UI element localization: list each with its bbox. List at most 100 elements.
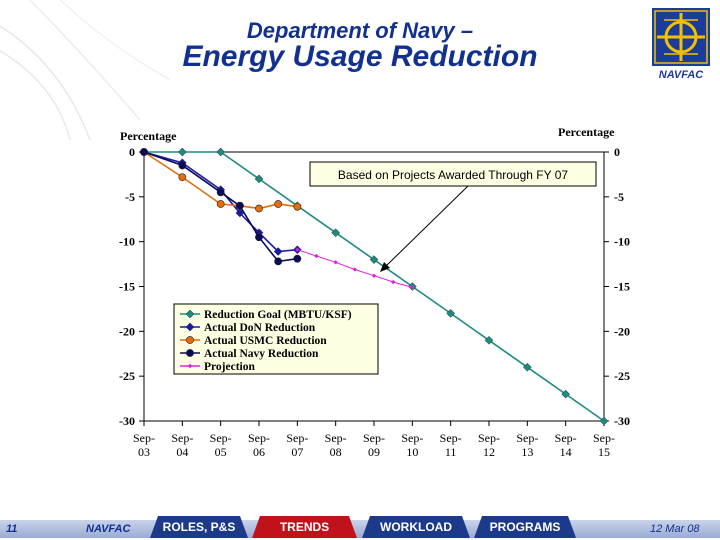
data-point-series-2 [255, 204, 263, 213]
navfac-logo: NAVFAC [652, 8, 710, 80]
x-tick-label: 09 [368, 445, 380, 459]
annotation-arrowhead [380, 262, 390, 272]
y-tick-label-left: -20 [119, 324, 135, 338]
data-point-series-2 [216, 200, 225, 208]
data-point-series-2 [293, 202, 302, 211]
x-tick-label: 13 [521, 445, 533, 459]
data-point-series-1 [273, 247, 283, 256]
y-tick-label-right: -5 [614, 190, 624, 204]
y-tick-label-left: -30 [119, 414, 135, 428]
x-tick-label: 03 [138, 445, 150, 459]
logo-text: NAVFAC [659, 69, 704, 80]
data-point-series-3 [255, 233, 263, 242]
footer-org: NAVFAC [86, 523, 131, 535]
tab-roles-label: ROLES, P&S [162, 520, 236, 534]
x-tick-label: 04 [176, 445, 188, 459]
legend-entry: Actual DoN Reduction [204, 322, 316, 334]
y-tick-label-left: -10 [119, 235, 135, 249]
y-tick-label-right: -20 [614, 324, 630, 338]
data-point-series-4 [333, 260, 338, 265]
y-tick-label-left: 0 [129, 145, 135, 159]
x-tick-label: Sep- [171, 431, 193, 445]
data-point-series-4 [390, 279, 396, 285]
data-point-series-3 [293, 254, 302, 263]
x-tick-label: 07 [291, 445, 303, 459]
y-tick-label-right: -15 [614, 280, 630, 294]
y-tick-label-right: -10 [614, 235, 630, 249]
data-point-series-0 [599, 416, 609, 426]
x-tick-label: Sep- [133, 431, 155, 445]
x-tick-label: Sep- [440, 431, 462, 445]
data-point-series-0 [484, 335, 494, 345]
x-tick-label: Sep- [593, 431, 615, 445]
x-tick-label: 12 [483, 445, 495, 459]
tab-trends[interactable]: TRENDS [252, 516, 357, 538]
x-tick-label: Sep- [325, 431, 347, 445]
data-point-series-0 [254, 174, 264, 184]
data-point-series-4 [371, 273, 377, 278]
x-tick-label: Sep- [401, 431, 423, 445]
footer: 11 NAVFAC ROLES, P&S TRENDS WORKLOAD PRO… [0, 512, 720, 540]
y-axis-label-right: Percentage [558, 125, 615, 139]
y-tick-label-right: -25 [614, 369, 630, 383]
legend-swatch-marker [185, 322, 195, 332]
data-point-series-3 [178, 161, 187, 170]
x-tick-label: 08 [330, 445, 342, 459]
x-tick-label: Sep- [363, 431, 385, 445]
plot-area [143, 151, 605, 422]
footer-date: 12 Mar 08 [650, 523, 700, 535]
y-axis-label-left: Percentage [120, 129, 177, 143]
series-line-0 [144, 151, 605, 422]
x-tick-label: 06 [253, 445, 265, 459]
legend-swatch-marker [185, 309, 195, 319]
decorative-swirl [0, 0, 170, 140]
page-title: Energy Usage Reduction [182, 40, 538, 73]
legend-entry: Actual Navy Reduction [204, 348, 319, 360]
tab-roles[interactable]: ROLES, P&S [150, 516, 248, 538]
annotation-box [309, 161, 597, 187]
legend-box [173, 303, 379, 375]
data-point-series-0 [561, 389, 571, 399]
data-point-series-3 [140, 148, 148, 156]
tab-programs[interactable]: PROGRAMS [474, 516, 576, 538]
energy-chart: 0 0 -5 -5 -10 -10 -15 -15 -20 -20 -25 -25 -30 -30 Perc… [119, 125, 630, 459]
x-tick-label: 11 [445, 445, 457, 459]
data-point-series-0 [331, 228, 341, 238]
tab-workload[interactable]: WORKLOAD [362, 516, 470, 538]
title-line-1: Department of Navy – [246, 18, 474, 43]
data-point-series-3 [235, 201, 244, 210]
x-tick-label: Sep- [555, 431, 577, 445]
legend-swatch-marker [186, 349, 194, 357]
legend-entry: Reduction Goal (MBTU/KSF) [204, 309, 352, 321]
legend-entry: Projection [204, 361, 255, 373]
x-tick-label: Sep- [286, 431, 308, 445]
data-point-series-0 [216, 147, 226, 157]
data-point-series-2 [274, 200, 283, 208]
data-point-series-4 [314, 253, 319, 259]
annotation-arrow [383, 185, 469, 269]
tab-trends-label: TRENDS [279, 520, 330, 534]
x-tick-label: Sep- [516, 431, 538, 445]
legend-swatch-marker [187, 363, 193, 369]
data-point-series-4 [410, 285, 415, 290]
y-tick-label-right: 0 [614, 145, 620, 159]
x-tick-label: 15 [598, 445, 610, 459]
legend-swatch-marker [186, 336, 194, 344]
tab-workload-label: WORKLOAD [380, 520, 452, 534]
x-tick-label: 14 [560, 445, 572, 459]
data-point-series-0 [369, 255, 379, 264]
x-tick-label: 05 [215, 445, 227, 459]
data-point-series-0 [522, 362, 532, 372]
x-tick-label: Sep- [478, 431, 500, 445]
y-tick-label-left: -15 [119, 280, 135, 294]
data-point-series-0 [446, 309, 456, 318]
page-number: 11 [6, 523, 18, 535]
x-tick-label: 10 [406, 445, 418, 459]
data-point-series-4 [295, 247, 300, 252]
tab-programs-label: PROGRAMS [489, 520, 561, 534]
data-point-series-3 [216, 188, 225, 197]
data-point-series-2 [178, 173, 187, 182]
y-tick-label-left: -5 [125, 190, 135, 204]
data-point-series-0 [177, 147, 187, 157]
x-tick-label: Sep- [248, 431, 270, 445]
